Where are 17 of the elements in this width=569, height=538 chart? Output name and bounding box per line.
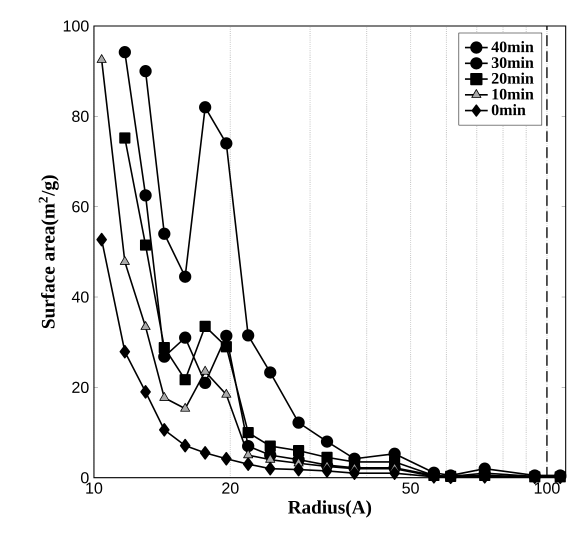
x-tick-label: 100 bbox=[534, 482, 560, 494]
legend-label: 0min bbox=[492, 104, 526, 116]
legend-label: 40min bbox=[491, 41, 534, 52]
y-tick-label: 80 bbox=[72, 110, 89, 122]
y-tick-label: 100 bbox=[64, 20, 89, 32]
x-tick-label: 20 bbox=[222, 482, 239, 494]
y-tick-label: 0 bbox=[80, 472, 89, 484]
legend-label: 30min bbox=[492, 56, 534, 68]
x-tick-label: 10 bbox=[86, 482, 102, 494]
y-tick-label: 60 bbox=[72, 201, 89, 212]
y-axis-title: Surface area(m$^{2}$/g) bbox=[38, 176, 59, 328]
y-tick-label: 20 bbox=[72, 382, 89, 394]
legend-label: 20min bbox=[492, 72, 534, 84]
x-axis-title: Radius(A) bbox=[288, 500, 372, 518]
x-tick-label: 50 bbox=[402, 482, 419, 494]
y-tick-label: 40 bbox=[72, 292, 89, 303]
legend-label: 10min bbox=[492, 88, 534, 100]
